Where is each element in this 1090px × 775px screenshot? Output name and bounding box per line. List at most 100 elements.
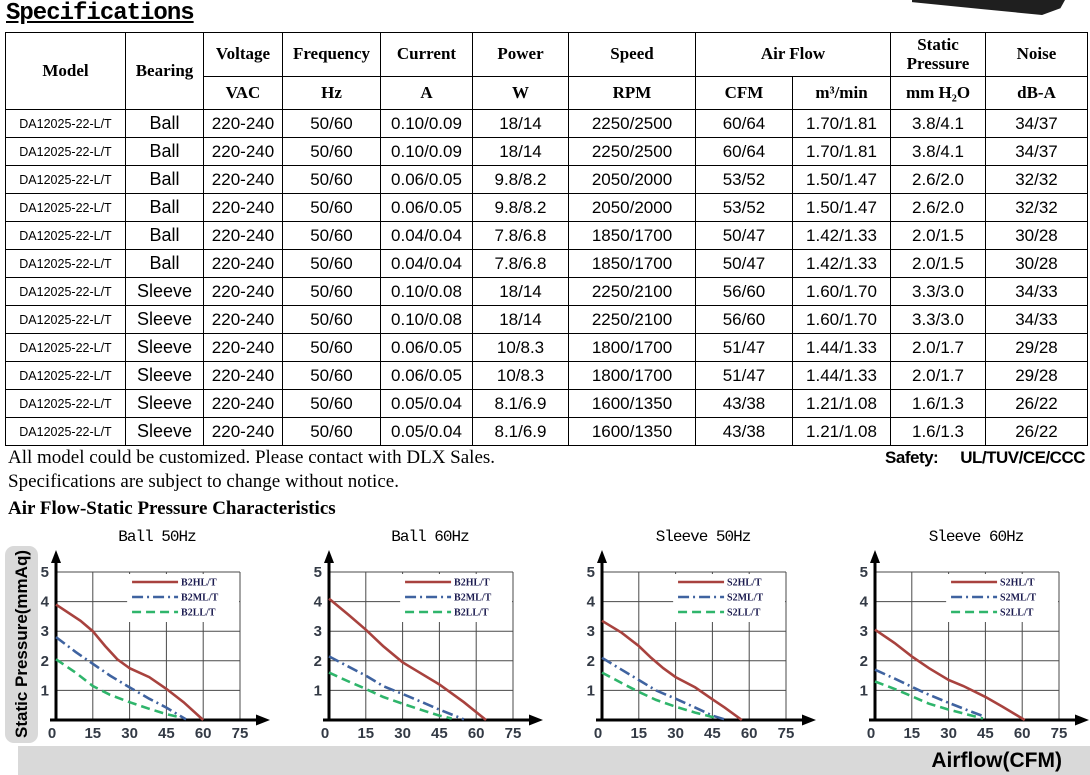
cell-noise: 34/37 bbox=[985, 109, 1088, 138]
svg-text:5: 5 bbox=[860, 564, 868, 581]
cell-airflow-cfm: 51/47 bbox=[695, 361, 793, 390]
cell-noise: 32/32 bbox=[985, 165, 1088, 194]
cell-model: DA12025-22-L/T bbox=[5, 249, 126, 278]
note-customized: All model could be customized. Please co… bbox=[8, 447, 496, 468]
cell-airflow-m3min: 1.21/1.08 bbox=[792, 417, 891, 446]
cell-noise: 30/28 bbox=[985, 249, 1088, 278]
cell-airflow-cfm: 60/64 bbox=[695, 137, 793, 166]
cell-speed: 1800/1700 bbox=[568, 333, 696, 362]
unit-static-pressure: mm H₂O bbox=[890, 76, 986, 110]
col-header-frequency: Frequency bbox=[282, 32, 381, 77]
svg-text:B2ML/T: B2ML/T bbox=[454, 593, 492, 604]
cell-noise: 34/33 bbox=[985, 277, 1088, 306]
cell-model: DA12025-22-L/T bbox=[5, 137, 126, 166]
svg-text:3: 3 bbox=[860, 623, 868, 640]
svg-text:B2HL/T: B2HL/T bbox=[454, 578, 490, 589]
cell-frequency: 50/60 bbox=[282, 389, 381, 418]
cell-current: 0.04/0.04 bbox=[380, 221, 473, 250]
col-header-speed: Speed bbox=[568, 32, 696, 77]
svg-text:5: 5 bbox=[587, 564, 595, 581]
chart-canvas: B2HL/T B2ML/T B2LL/T 0 15 30 45 60 75 1 2 3 4 5 bbox=[20, 548, 282, 753]
svg-text:B2LL/T: B2LL/T bbox=[181, 608, 216, 619]
svg-text:3: 3 bbox=[314, 623, 322, 640]
svg-text:1: 1 bbox=[314, 682, 322, 699]
x-axis-label-band: Airflow(CFM) bbox=[18, 746, 1090, 775]
cell-voltage: 220-240 bbox=[203, 249, 283, 278]
svg-text:3: 3 bbox=[41, 623, 49, 640]
svg-text:45: 45 bbox=[158, 725, 175, 742]
col-header-voltage: Voltage bbox=[203, 32, 283, 77]
cell-frequency: 50/60 bbox=[282, 109, 381, 138]
cell-model: DA12025-22-L/T bbox=[5, 277, 126, 306]
svg-text:4: 4 bbox=[860, 594, 869, 611]
cell-model: DA12025-22-L/T bbox=[5, 333, 126, 362]
cell-frequency: 50/60 bbox=[282, 165, 381, 194]
cell-noise: 34/37 bbox=[985, 137, 1088, 166]
svg-text:S2HL/T: S2HL/T bbox=[1000, 578, 1035, 589]
cell-frequency: 50/60 bbox=[282, 277, 381, 306]
unit-frequency: Hz bbox=[282, 76, 381, 110]
cell-speed: 2050/2000 bbox=[568, 193, 696, 222]
cell-voltage: 220-240 bbox=[203, 333, 283, 362]
table-row: DA12025-22-L/T Ball 220-240 50/60 0.06/0… bbox=[5, 193, 1088, 222]
table-row: DA12025-22-L/T Sleeve 220-240 50/60 0.10… bbox=[5, 277, 1088, 306]
svg-text:S2ML/T: S2ML/T bbox=[727, 593, 763, 604]
cell-airflow-cfm: 53/52 bbox=[695, 193, 793, 222]
table-row: DA12025-22-L/T Ball 220-240 50/60 0.06/0… bbox=[5, 165, 1088, 194]
unit-airflow-cfm: CFM bbox=[695, 76, 793, 110]
cell-model: DA12025-22-L/T bbox=[5, 305, 126, 334]
cell-airflow-cfm: 53/52 bbox=[695, 165, 793, 194]
svg-text:45: 45 bbox=[704, 725, 721, 742]
cell-voltage: 220-240 bbox=[203, 361, 283, 390]
col-header-current: Current bbox=[380, 32, 473, 77]
cell-noise: 30/28 bbox=[985, 221, 1088, 250]
cell-airflow-cfm: 56/60 bbox=[695, 277, 793, 306]
note-subject-to-change: Specifications are subject to change wit… bbox=[8, 471, 399, 492]
cell-frequency: 50/60 bbox=[282, 333, 381, 362]
cell-bearing: Ball bbox=[125, 221, 204, 250]
svg-text:5: 5 bbox=[41, 564, 49, 581]
cell-noise: 26/22 bbox=[985, 389, 1088, 418]
chart-title: Sleeve 50Hz bbox=[655, 528, 752, 546]
cell-noise: 29/28 bbox=[985, 361, 1088, 390]
cell-power: 8.1/6.9 bbox=[472, 417, 569, 446]
svg-text:4: 4 bbox=[587, 594, 596, 611]
cell-noise: 32/32 bbox=[985, 193, 1088, 222]
cell-current: 0.06/0.05 bbox=[380, 333, 473, 362]
unit-noise: dB-A bbox=[985, 76, 1088, 110]
cell-static-pressure: 2.6/2.0 bbox=[890, 193, 986, 222]
cell-speed: 2250/2100 bbox=[568, 305, 696, 334]
svg-text:S2ML/T: S2ML/T bbox=[1000, 593, 1036, 604]
cell-current: 0.10/0.08 bbox=[380, 277, 473, 306]
cell-speed: 2250/2500 bbox=[568, 109, 696, 138]
specifications-table: Model Bearing Voltage Frequency Current … bbox=[5, 32, 1088, 446]
svg-text:S2LL/T: S2LL/T bbox=[1000, 608, 1034, 619]
cell-power: 9.8/8.2 bbox=[472, 165, 569, 194]
cell-airflow-m3min: 1.44/1.33 bbox=[792, 361, 891, 390]
svg-text:45: 45 bbox=[431, 725, 448, 742]
cell-static-pressure: 3.8/4.1 bbox=[890, 109, 986, 138]
cell-static-pressure: 2.0/1.5 bbox=[890, 221, 986, 250]
svg-text:2: 2 bbox=[314, 653, 322, 670]
cell-voltage: 220-240 bbox=[203, 277, 283, 306]
safety-value: UL/TUV/CE/CCC bbox=[960, 448, 1085, 467]
cell-bearing: Ball bbox=[125, 165, 204, 194]
cell-speed: 2050/2000 bbox=[568, 165, 696, 194]
cell-bearing: Sleeve bbox=[125, 333, 204, 362]
cell-voltage: 220-240 bbox=[203, 221, 283, 250]
cell-model: DA12025-22-L/T bbox=[5, 221, 126, 250]
chart-title: Ball 50Hz bbox=[118, 528, 196, 546]
col-header-model: Model bbox=[5, 32, 126, 110]
cell-airflow-m3min: 1.50/1.47 bbox=[792, 165, 891, 194]
cell-bearing: Sleeve bbox=[125, 277, 204, 306]
cell-power: 18/14 bbox=[472, 277, 569, 306]
safety-certifications: Safety: UL/TUV/CE/CCC bbox=[885, 448, 1085, 468]
svg-text:15: 15 bbox=[357, 725, 374, 742]
col-header-airflow: Air Flow bbox=[695, 32, 891, 77]
svg-text:B2LL/T: B2LL/T bbox=[454, 608, 489, 619]
cell-power: 10/8.3 bbox=[472, 333, 569, 362]
cell-voltage: 220-240 bbox=[203, 109, 283, 138]
svg-text:60: 60 bbox=[195, 725, 212, 742]
svg-text:75: 75 bbox=[232, 725, 249, 742]
cell-voltage: 220-240 bbox=[203, 137, 283, 166]
